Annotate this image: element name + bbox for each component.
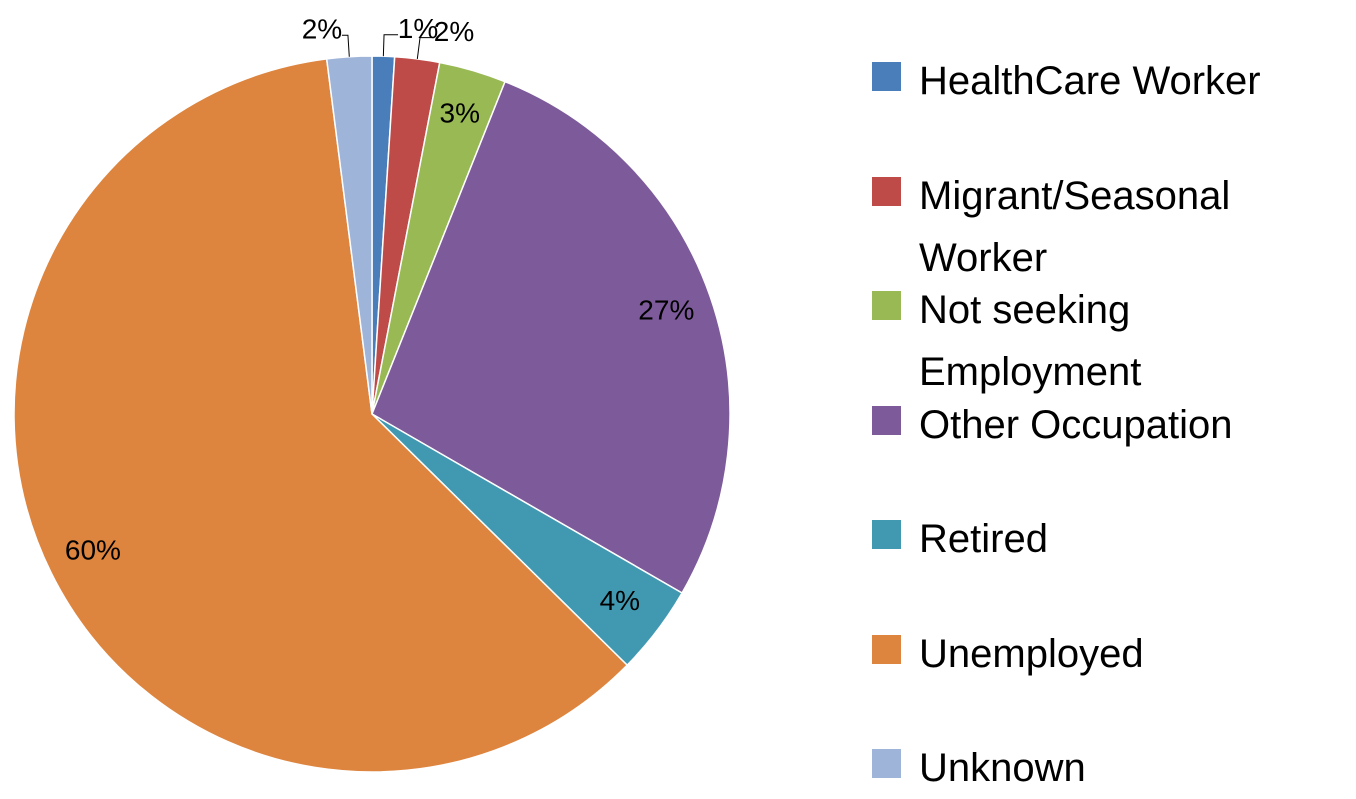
pie-slice xyxy=(13,58,629,773)
legend-swatch xyxy=(872,62,901,91)
data-label: 2% xyxy=(434,16,474,47)
pie-slice xyxy=(325,55,373,415)
legend-label: Unknown xyxy=(919,746,1086,790)
data-label: 1% xyxy=(398,13,438,44)
data-label: 3% xyxy=(440,98,480,129)
legend-swatch xyxy=(872,749,901,778)
legend-swatch xyxy=(872,291,901,320)
data-label: 2% xyxy=(302,14,342,45)
legend-label: Not seeking Employment xyxy=(919,288,1142,394)
legend-item: Unemployed xyxy=(872,623,1339,685)
legend-item: Unknown xyxy=(872,737,1339,799)
legend-label: Other Occupation xyxy=(919,402,1233,447)
legend-item: Other Occupation xyxy=(872,394,1339,456)
legend-item: HealthCare Worker xyxy=(872,50,1339,112)
legend-item: Not seeking Employment xyxy=(872,279,1339,403)
legend-label: HealthCare Worker xyxy=(919,59,1261,103)
legend-label: Unemployed xyxy=(919,631,1144,676)
legend-swatch xyxy=(872,520,901,549)
data-label: 27% xyxy=(638,295,694,326)
leader-line xyxy=(382,34,399,57)
legend-item: Retired xyxy=(872,508,1339,570)
legend-swatch xyxy=(872,176,901,206)
legend-swatch xyxy=(872,405,901,435)
leader-line xyxy=(416,37,435,59)
legend-label: Retired xyxy=(919,517,1048,561)
pie-chart: 1%2%3%27%4%60%2% xyxy=(13,13,731,773)
data-label: 4% xyxy=(600,585,640,616)
data-label: 60% xyxy=(65,535,121,566)
legend-label: Migrant/Seasonal Worker xyxy=(919,173,1231,280)
legend-item: Migrant/Seasonal Worker xyxy=(872,165,1339,289)
legend-swatch xyxy=(872,634,901,664)
leader-line xyxy=(341,34,350,57)
